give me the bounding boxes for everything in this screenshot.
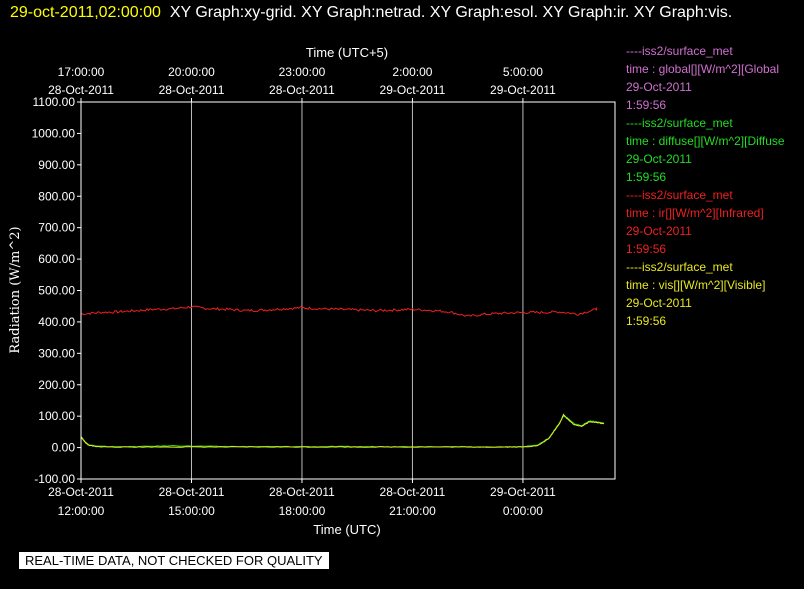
x-tick-time: 21:00:00 bbox=[389, 504, 436, 518]
series-lines bbox=[80, 305, 605, 448]
y-tick-label: 300.00 bbox=[38, 346, 75, 360]
top-tick-time: 20:00:00 bbox=[168, 65, 215, 79]
top-tick-time: 5:00:00 bbox=[503, 65, 543, 79]
legend-source: ----iss2/surface_met bbox=[626, 44, 733, 58]
grid-lines bbox=[190, 102, 524, 479]
plot-frame bbox=[80, 101, 616, 480]
top-tick-date: 29-Oct-2011 bbox=[380, 83, 446, 97]
legend-time: 1:59:56 bbox=[626, 98, 667, 112]
top-tick-time: 17:00:00 bbox=[58, 65, 105, 79]
x-tick-date: 28-Oct-2011 bbox=[159, 485, 225, 499]
page-title: 29-oct-2011,02:00:00 XY Graph:xy-grid. X… bbox=[10, 2, 800, 24]
legend-date: 29-Oct-2011 bbox=[626, 296, 692, 310]
top-tick-date: 29-Oct-2011 bbox=[490, 83, 556, 97]
y-tick-label: 600.00 bbox=[38, 252, 75, 266]
legend-variable: time : vis[][W/m^2][Visible] bbox=[626, 278, 766, 292]
x-ticks: 28-Oct-2011 12:00:00 28-Oct-2011 15:00:00 28… bbox=[48, 65, 556, 518]
y-tick-label: 800.00 bbox=[38, 189, 75, 203]
top-tick-date: 28-Oct-2011 bbox=[269, 83, 335, 97]
x-tick-date: 29-Oct-2011 bbox=[490, 485, 556, 499]
y-tick-label: 1100.00 bbox=[33, 95, 76, 109]
x-tick-time: 0:00:00 bbox=[503, 504, 543, 518]
y-tick-label: 200.00 bbox=[38, 378, 75, 392]
timestamp: 29-oct-2011,02:00:00 bbox=[10, 4, 161, 21]
y-tick-label: 700.00 bbox=[38, 221, 75, 235]
y-tick-label: 100.00 bbox=[38, 409, 75, 423]
x-tick-date: 28-Oct-2011 bbox=[380, 485, 446, 499]
top-tick-time: 2:00:00 bbox=[392, 65, 432, 79]
top-axis-label: Time (UTC+5) bbox=[306, 45, 388, 60]
y-tick-label: 500.00 bbox=[38, 284, 75, 298]
y-tick-label: 1000.00 bbox=[32, 126, 76, 140]
y-tick-label: 0.00 bbox=[52, 441, 76, 455]
top-tick-date: 28-Oct-2011 bbox=[48, 83, 114, 97]
x-tick-time: 18:00:00 bbox=[279, 504, 326, 518]
legend-date: 29-Oct-2011 bbox=[626, 80, 692, 94]
top-tick-date: 28-Oct-2011 bbox=[159, 83, 225, 97]
legend-date: 29-Oct-2011 bbox=[626, 224, 692, 238]
x-tick-date: 28-Oct-2011 bbox=[269, 485, 335, 499]
legend-time: 1:59:56 bbox=[626, 242, 667, 256]
top-tick-time: 23:00:00 bbox=[279, 65, 326, 79]
y-ticks: 1100.00 1000.00 900.00 800.00 700.00 600.00 50… bbox=[32, 95, 81, 486]
x-tick-time: 12:00:00 bbox=[58, 504, 105, 518]
legend-date: 29-Oct-2011 bbox=[626, 152, 692, 166]
y-tick-label: -100.00 bbox=[34, 472, 75, 486]
legend-source: ----iss2/surface_met bbox=[626, 260, 733, 274]
quality-notice: REAL-TIME DATA, NOT CHECKED FOR QUALITY bbox=[19, 552, 329, 569]
y-tick-label: 900.00 bbox=[38, 158, 75, 172]
legend-variable: time : ir[][W/m^2][Infrared] bbox=[626, 206, 764, 220]
legend-variable: time : global[][W/m^2][Global bbox=[626, 62, 780, 76]
legend-source: ----iss2/surface_met bbox=[626, 188, 733, 202]
legend-time: 1:59:56 bbox=[626, 314, 667, 328]
series-line-ir bbox=[80, 305, 598, 317]
legend-variable: time : diffuse[][W/m^2][Diffuse bbox=[626, 134, 785, 148]
series-line-vis bbox=[80, 413, 605, 448]
y-axis-label: Radiation (W/m^2) bbox=[8, 226, 23, 353]
x-tick-date: 28-Oct-2011 bbox=[48, 485, 114, 499]
legend-source: ----iss2/surface_met bbox=[626, 116, 733, 130]
bottom-axis-label: Time (UTC) bbox=[313, 522, 380, 537]
legend-time: 1:59:56 bbox=[626, 170, 667, 184]
y-tick-label: 400.00 bbox=[38, 315, 75, 329]
series-line-diffuse bbox=[80, 415, 605, 448]
x-tick-time: 15:00:00 bbox=[168, 504, 215, 518]
graph-list: XY Graph:xy-grid. XY Graph:netrad. XY Gr… bbox=[169, 4, 733, 21]
